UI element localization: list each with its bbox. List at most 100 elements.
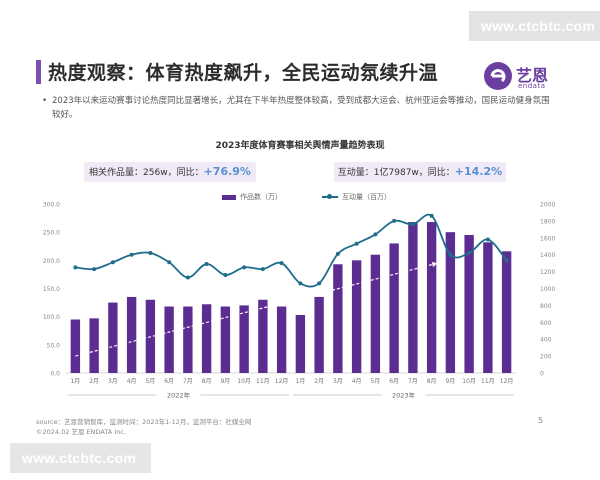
x-tick-label: 4月	[352, 378, 362, 385]
x-tick-label: 10月	[462, 378, 476, 385]
x-tick-label: 4月	[127, 378, 137, 385]
x-tick-label: 5月	[370, 378, 380, 385]
trend-arrow-line	[75, 262, 438, 357]
bar-10	[239, 305, 249, 373]
summary-bullet: 2023年以来运动赛事讨论热度同比显著增长，尤其在下半年热度整体较高，受到成都大…	[42, 94, 552, 122]
footer-copyright: ©2024.02 艺恩 ENDATA Inc.	[36, 428, 126, 436]
line-point-17	[373, 232, 378, 237]
y-right-tick-label: 1800	[540, 218, 555, 225]
stat-works-label: 相关作品量：256w，同比：	[89, 168, 204, 178]
line-point-5	[148, 251, 153, 256]
line-point-16	[354, 241, 359, 246]
legend-bar-series: 作品数（万）	[222, 192, 282, 202]
stat-interaction-label: 互动量：1亿7987w，同比：	[337, 168, 455, 178]
line-point-1	[73, 265, 78, 270]
y-left-tick-label: 0.0	[50, 371, 60, 378]
y-right-tick-label: 400	[540, 337, 552, 344]
legend-line-series: 互动量（百万）	[322, 192, 391, 202]
line-point-10	[242, 265, 247, 270]
bar-18	[389, 243, 399, 373]
legend-line-swatch	[322, 194, 338, 199]
line-point-4	[129, 252, 134, 257]
group-label-2: 2023年	[392, 391, 416, 400]
x-tick-label: 11月	[481, 378, 495, 385]
x-tick-label: 9月	[220, 378, 230, 385]
x-tick-label: 2月	[89, 378, 99, 385]
endata-logo-icon	[484, 62, 512, 90]
line-point-2	[92, 267, 97, 272]
x-tick-label: 7月	[408, 378, 418, 385]
line-point-24	[504, 258, 509, 263]
line-point-9	[223, 272, 228, 277]
legend-line-label: 互动量（百万）	[342, 193, 391, 201]
bar-4	[126, 296, 137, 373]
stat-works-volume: 相关作品量：256w，同比：+76.9%	[84, 162, 256, 182]
y-left-tick-label: 100.0	[43, 314, 60, 321]
bar-9	[220, 306, 231, 373]
group-label-1: 2022年	[167, 391, 191, 400]
y-right-tick-label: 1400	[540, 252, 555, 259]
stat-interaction-change: +14.2%	[454, 165, 503, 178]
bar-2	[89, 318, 99, 373]
line-point-6	[167, 260, 172, 265]
report-slide: 热度观察：体育热度飙升，全民运动氛续升温 艺恩 endata 2023年以来运动…	[22, 44, 578, 436]
line-point-8	[204, 261, 209, 266]
x-tick-label: 6月	[164, 378, 174, 385]
y-left-tick-label: 250.0	[43, 230, 60, 237]
x-tick-label: 6月	[389, 378, 399, 385]
y-right-tick-label: 200	[540, 354, 552, 361]
x-tick-label: 12月	[500, 378, 514, 385]
bar-20	[426, 222, 437, 373]
line-point-20	[429, 213, 434, 218]
bar-17	[370, 254, 381, 373]
x-tick-label: 3月	[333, 378, 343, 385]
endata-logo: 艺恩 endata	[482, 60, 564, 92]
x-tick-label: 7月	[183, 378, 193, 385]
legend-bar-label: 作品数（万）	[240, 193, 282, 201]
y-right-tick-label: 1600	[540, 235, 555, 242]
bar-3	[108, 302, 118, 373]
line-point-7	[185, 275, 190, 280]
y-right-tick-label: 2000	[540, 202, 555, 209]
trend-arrow-head	[431, 261, 438, 268]
stat-interaction-volume: 互动量：1亿7987w，同比：+14.2%	[334, 162, 506, 182]
y-left-tick-label: 300.0	[43, 202, 60, 209]
line-point-12	[279, 261, 284, 266]
chart-plot: 0.0 50.0 100.0 150.0 200.0 250.0 300.0 0 200 400 6…	[43, 202, 556, 400]
x-tick-label: 12月	[275, 378, 289, 385]
line-point-22	[467, 251, 472, 256]
bar-15	[333, 264, 343, 373]
line-point-23	[485, 237, 490, 242]
x-tick-label: 3月	[108, 378, 118, 385]
line-series-path	[75, 213, 508, 288]
page-title: 热度观察：体育热度飙升，全民运动氛续升温	[48, 62, 439, 84]
title-accent-bar	[36, 60, 41, 84]
stat-works-change: +76.9%	[203, 165, 251, 178]
y-right-tick-label: 800	[540, 303, 552, 310]
bar-22	[464, 234, 474, 373]
y-right-tick-label: 0	[540, 371, 544, 378]
y-right-tick-label: 600	[540, 320, 552, 327]
line-point-13	[298, 281, 303, 286]
bar-23	[483, 242, 493, 373]
watermark-bottom: www.ctcbtc.com	[10, 443, 151, 473]
legend-bar-swatch	[222, 194, 236, 200]
line-point-14	[317, 281, 322, 286]
y-left-tick-label: 150.0	[43, 286, 60, 293]
line-point-15	[335, 251, 340, 256]
bar-19	[408, 222, 418, 373]
bar-24	[501, 251, 512, 373]
x-tick-label: 8月	[202, 378, 212, 385]
line-point-19	[410, 222, 415, 227]
x-tick-label: 9月	[445, 378, 455, 385]
line-point-3	[110, 260, 115, 265]
logo-subtitle: endata	[518, 82, 546, 90]
y-right-tick-label: 1200	[540, 269, 555, 276]
bar-13	[295, 314, 306, 373]
x-tick-label: 1月	[70, 378, 80, 385]
chart-title: 2023年度体育赛事相关舆情声量趋势表现	[215, 141, 385, 151]
bar-8	[201, 304, 212, 373]
bar-11	[258, 299, 268, 373]
footer-source: source：艺恩营销智库，监测时间：2023年1-12月，监测平台：社媒全网	[36, 418, 252, 426]
bar-21	[445, 232, 456, 373]
